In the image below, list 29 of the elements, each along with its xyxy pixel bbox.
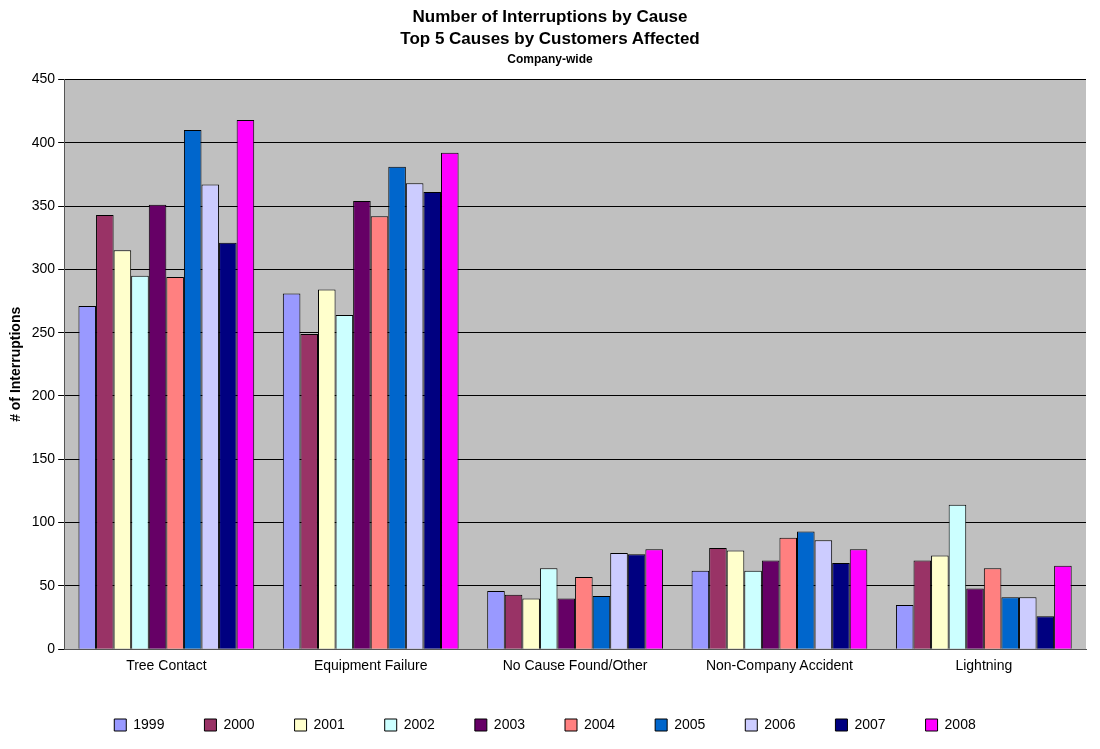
y-tick-label: 350 xyxy=(31,196,56,213)
x-tick-label: No Cause Found/Other xyxy=(502,657,648,674)
text: Company-wide xyxy=(506,51,594,68)
legend-label: 1999 xyxy=(133,715,165,732)
x-tick-label: Equipment Failure xyxy=(313,657,428,674)
chart-title: Number of Interruptions by Cause xyxy=(411,6,689,28)
y-tick-label: 200 xyxy=(31,386,56,403)
legend-label: 2002 xyxy=(403,715,436,732)
y-tick-label: 100 xyxy=(31,513,56,530)
legend-label: 2003 xyxy=(493,715,526,732)
x-tick-label: Lightning xyxy=(955,657,1013,674)
legend-label: 2000 xyxy=(223,715,255,732)
legend-label: 2006 xyxy=(764,715,796,732)
legend-label: 2008 xyxy=(944,715,976,732)
y-tick-label: 0 xyxy=(47,640,56,657)
y-tick-label: 400 xyxy=(31,133,56,150)
y-tick-label: 150 xyxy=(31,450,56,467)
y-tick-label: 450 xyxy=(31,70,56,87)
y-tick-label: 50 xyxy=(39,576,56,593)
chart-subtitle: Top 5 Causes by Customers Affected xyxy=(399,28,701,50)
y-tick-label: 250 xyxy=(31,323,56,340)
legend-label: 2001 xyxy=(313,715,345,732)
legend-label: 2004 xyxy=(584,715,616,732)
y-tick-label: 300 xyxy=(31,260,56,277)
legend-label: 2007 xyxy=(854,715,886,732)
legend-label: 2005 xyxy=(674,715,706,732)
y-axis-title: # of Interruptions xyxy=(7,306,24,422)
x-tick-label: Non-Company Accident xyxy=(705,657,854,674)
x-tick-label: Tree Contact xyxy=(126,657,207,674)
